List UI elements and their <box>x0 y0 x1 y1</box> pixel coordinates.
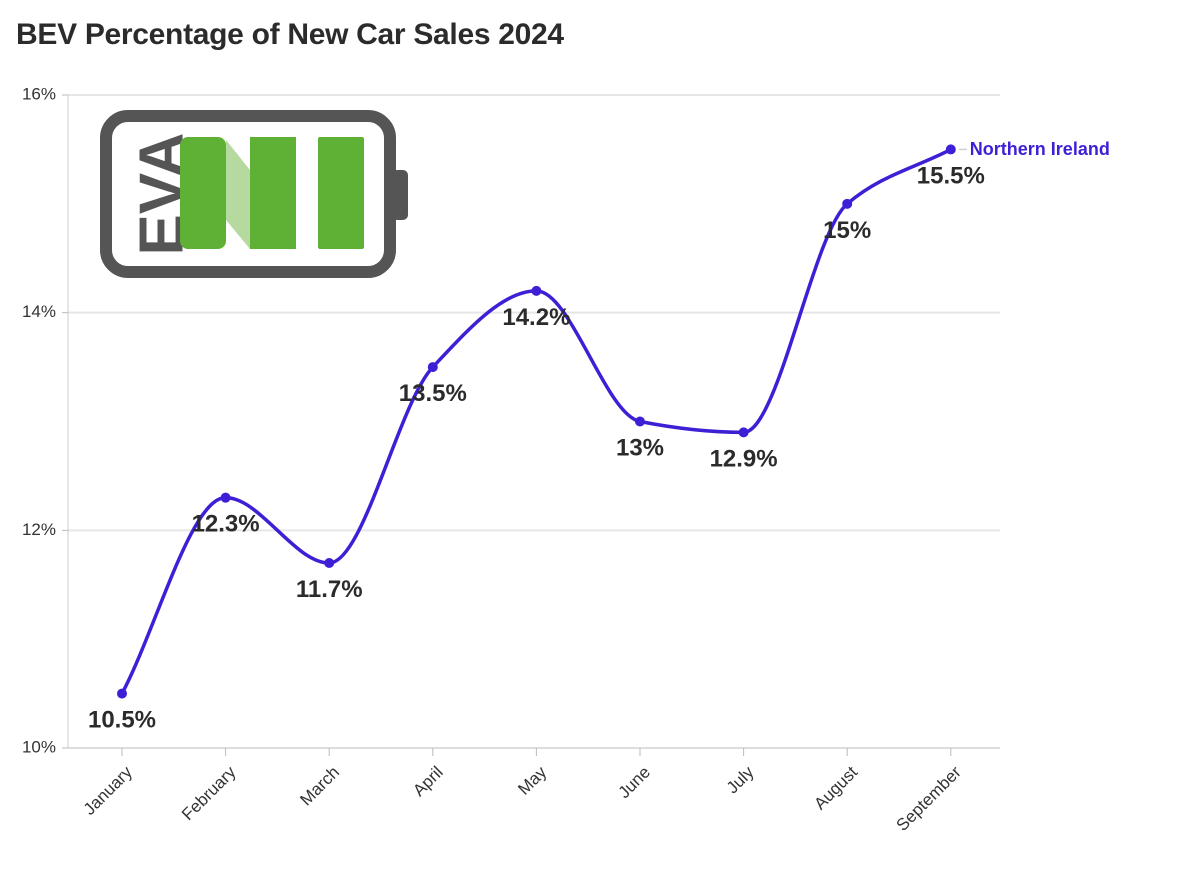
x-tick-label: March <box>296 763 343 810</box>
y-tick-label: 12% <box>22 520 56 539</box>
x-axis-ticks: January February March April May June July Augu… <box>80 748 965 835</box>
data-point <box>324 557 335 568</box>
data-label: 15% <box>823 217 871 244</box>
battery-bar-1 <box>180 137 226 249</box>
battery-bar-diagonal <box>226 140 250 249</box>
x-tick-label: August <box>810 762 861 813</box>
data-point <box>842 198 853 209</box>
data-label: 13.5% <box>399 380 467 407</box>
x-tick-label: June <box>614 763 654 803</box>
battery-terminal <box>392 170 408 220</box>
x-tick-label: January <box>80 762 137 819</box>
series-label: Northern Ireland <box>970 139 1110 159</box>
data-point <box>531 285 542 296</box>
data-label: 10.5% <box>88 707 156 734</box>
y-tick-label: 10% <box>22 737 56 756</box>
data-label: 15.5% <box>917 162 985 189</box>
data-label: 12.3% <box>192 511 260 538</box>
y-axis-ticks: 10% 12% 14% 16% <box>22 84 68 756</box>
x-tick-label: July <box>723 762 758 797</box>
data-label: 13% <box>616 435 664 462</box>
battery-outline <box>100 110 396 278</box>
data-label: 14.2% <box>502 304 570 331</box>
axes <box>67 95 1000 749</box>
data-point <box>220 492 231 503</box>
battery-bar-2 <box>250 137 296 249</box>
data-point <box>427 362 438 373</box>
battery-bar-3 <box>318 137 364 249</box>
x-tick-label: April <box>409 763 446 800</box>
x-tick-label: February <box>178 762 240 824</box>
y-tick-label: 16% <box>22 84 56 103</box>
y-tick-label: 14% <box>22 302 56 321</box>
data-point <box>738 427 749 438</box>
series-group <box>117 144 956 699</box>
chart-title: BEV Percentage of New Car Sales 2024 <box>16 18 564 51</box>
x-tick-label: September <box>893 762 965 834</box>
data-point <box>117 688 127 699</box>
data-point <box>945 144 956 155</box>
data-point <box>635 416 645 427</box>
data-label: 12.9% <box>710 445 778 472</box>
x-tick-label: May <box>514 762 550 798</box>
eva-ni-battery-logo: EVA <box>100 110 408 278</box>
data-labels: 10.5% 12.3% 11.7% 13.5% 14.2% 13% 12.9% 15% 15.5… <box>88 139 1110 733</box>
data-label: 11.7% <box>296 576 363 603</box>
